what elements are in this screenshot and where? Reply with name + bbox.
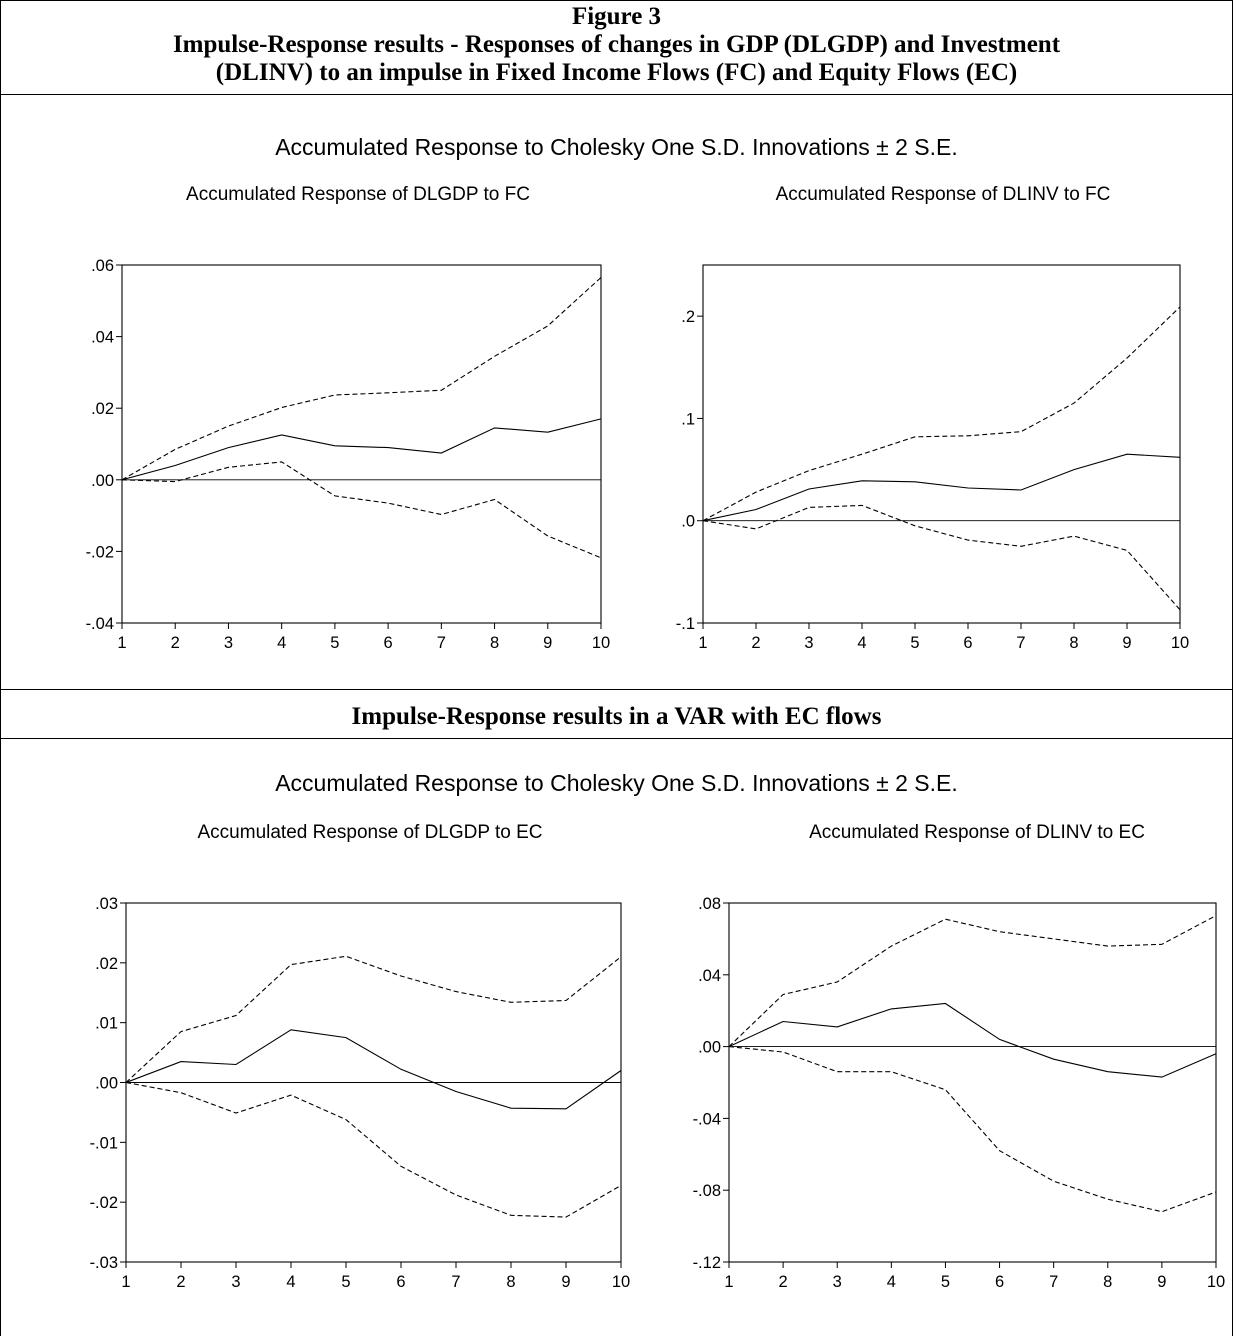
y-tick-label: -.01: [90, 1134, 118, 1152]
lower-band-line: [125, 1081, 622, 1218]
x-tick-label: 8: [506, 1273, 515, 1291]
frame-left-border: [0, 0, 1, 1336]
response-line: [702, 453, 1181, 522]
y-tick-label: .1: [681, 410, 695, 428]
x-tick-label: 7: [1016, 634, 1025, 652]
x-tick-label: 5: [910, 634, 919, 652]
x-tick-label: 9: [1122, 634, 1131, 652]
x-tick-label: 3: [224, 634, 233, 652]
y-tick-label: -.1: [676, 615, 695, 633]
divider-section2: [0, 738, 1233, 739]
chart2-title: Accumulated Response of DLINV to FC: [775, 184, 1111, 205]
x-tick-label: 9: [543, 634, 552, 652]
x-tick-label: 2: [779, 1273, 788, 1291]
x-tick-label: 9: [561, 1273, 570, 1291]
x-tick-label: 10: [1207, 1273, 1225, 1291]
chart1-title: Accumulated Response of DLGDP to FC: [186, 184, 530, 205]
x-tick-label: 3: [833, 1273, 842, 1291]
x-tick-label: 8: [1103, 1273, 1112, 1291]
response-line: [121, 418, 602, 481]
chart3-title: Accumulated Response of DLGDP to EC: [197, 822, 543, 843]
panel-title-top: Accumulated Response to Cholesky One S.D…: [275, 134, 958, 160]
y-tick-label: .00: [91, 472, 114, 490]
x-tick-label: 2: [171, 634, 180, 652]
response-line: [728, 1002, 1217, 1078]
x-tick-label: 5: [330, 634, 339, 652]
x-tick-label: 3: [231, 1273, 240, 1291]
x-tick-label: 4: [286, 1273, 295, 1291]
chart4-title: Accumulated Response of DLINV to EC: [809, 822, 1145, 843]
upper-band-line: [121, 277, 602, 481]
y-tick-label: .0: [681, 513, 695, 531]
x-tick-label: 5: [341, 1273, 350, 1291]
figure-label: Figure 3: [571, 3, 662, 30]
x-tick-label: 5: [941, 1273, 950, 1291]
response-line: [125, 1029, 622, 1110]
plot-frame: [702, 264, 1181, 624]
y-tick-label: .04: [91, 329, 114, 347]
y-tick-label: .00: [95, 1075, 118, 1093]
plot-frame: [728, 902, 1217, 1263]
x-tick-label: 6: [963, 634, 972, 652]
y-tick-label: -.04: [693, 1110, 721, 1128]
y-tick-label: -.12: [693, 1254, 721, 1272]
x-tick-label: 2: [751, 634, 760, 652]
x-tick-label: 7: [451, 1273, 460, 1291]
y-tick-label: -.04: [86, 615, 114, 633]
y-tick-label: .2: [681, 308, 695, 326]
x-tick-label: 6: [396, 1273, 405, 1291]
x-tick-label: 4: [277, 634, 286, 652]
upper-band-line: [702, 306, 1181, 522]
x-tick-label: 1: [724, 1273, 733, 1291]
x-tick-label: 7: [437, 634, 446, 652]
y-tick-label: -.08: [693, 1182, 721, 1200]
x-tick-label: 2: [176, 1273, 185, 1291]
lower-band-line: [702, 504, 1181, 611]
x-tick-label: 4: [887, 1273, 896, 1291]
divider-middle: [0, 689, 1233, 690]
x-tick-label: 1: [121, 1273, 130, 1291]
x-tick-label: 7: [1049, 1273, 1058, 1291]
lower-band-line: [121, 461, 602, 559]
upper-band-line: [728, 915, 1217, 1047]
y-tick-label: .00: [698, 1039, 721, 1057]
y-tick-label: .08: [698, 895, 721, 913]
figure-title-line2: (DLINV) to an impulse in Fixed Income Fl…: [215, 59, 1018, 86]
y-tick-label: -.02: [90, 1194, 118, 1212]
x-tick-label: 1: [698, 634, 707, 652]
upper-band-line: [125, 955, 622, 1083]
y-tick-label: .02: [95, 955, 118, 973]
divider-top: [0, 94, 1233, 95]
x-tick-label: 4: [857, 634, 866, 652]
x-tick-label: 1: [117, 634, 126, 652]
lower-band-line: [728, 1046, 1217, 1213]
x-tick-label: 3: [804, 634, 813, 652]
y-tick-label: -.02: [86, 543, 114, 561]
y-tick-label: .06: [91, 257, 114, 275]
y-tick-label: .03: [95, 895, 118, 913]
y-tick-label: .04: [698, 967, 721, 985]
x-tick-label: 8: [490, 634, 499, 652]
figure-title-line1: Impulse-Response results - Responses of …: [172, 31, 1061, 58]
frame-top-border: [0, 0, 1233, 1]
y-tick-label: .01: [95, 1015, 118, 1033]
x-tick-label: 8: [1069, 634, 1078, 652]
x-tick-label: 6: [384, 634, 393, 652]
panel-title-bottom: Accumulated Response to Cholesky One S.D…: [275, 770, 958, 796]
y-tick-label: -.03: [90, 1254, 118, 1272]
x-tick-label: 9: [1157, 1273, 1166, 1291]
x-tick-label: 10: [612, 1273, 630, 1291]
y-tick-label: .02: [91, 400, 114, 418]
plot-frame: [121, 264, 602, 624]
x-tick-label: 10: [592, 634, 610, 652]
x-tick-label: 6: [995, 1273, 1004, 1291]
x-tick-label: 10: [1171, 634, 1189, 652]
section2-title: Impulse-Response results in a VAR with E…: [351, 703, 882, 730]
